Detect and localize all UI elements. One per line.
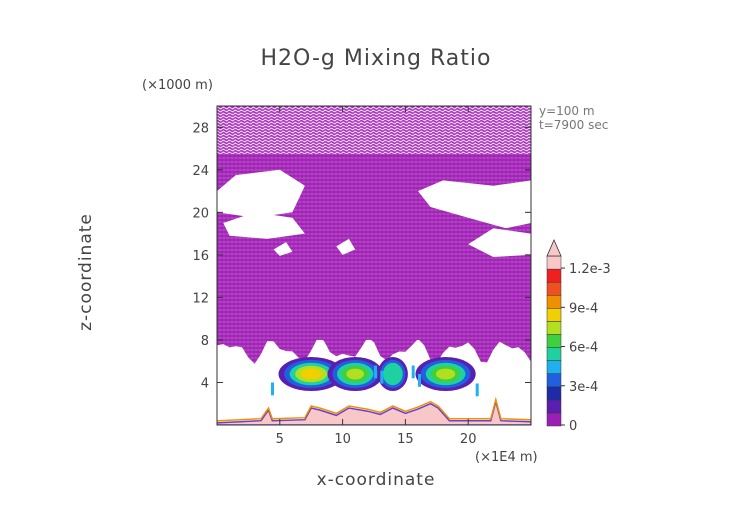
x-axis-unit: (×1E4 m) [475, 450, 538, 465]
moisture-streak [475, 383, 479, 397]
colorbar-label: 6e-4 [569, 341, 598, 356]
terrain-rim [217, 396, 531, 422]
y-tick-label: 8 [201, 334, 209, 349]
y-tick-label: 16 [192, 249, 209, 264]
clear-gap [217, 169, 305, 218]
x-tick-label: 15 [397, 432, 414, 447]
colorbar-swatch [546, 399, 562, 414]
moisture-streak [418, 374, 421, 387]
clear-gap [273, 242, 293, 256]
moisture-contour [436, 368, 456, 380]
moisture-contour [346, 368, 365, 380]
heatmap-field [217, 106, 531, 425]
colorbar-swatch [546, 412, 562, 427]
colorbar-swatch [546, 281, 562, 296]
colorbar-swatch [546, 386, 562, 401]
info-y-position: y=100 m [539, 104, 595, 118]
upper-layer-edge [217, 334, 531, 364]
colorbar-swatch [546, 334, 562, 348]
moisture-streak [380, 370, 384, 384]
chart-title: H2O-g Mixing Ratio [260, 46, 492, 71]
colorbar-arrow [546, 239, 562, 257]
clear-gap [336, 238, 356, 255]
colorbar: 1.2e-3 9e-4 6e-4 3e-4 0 [546, 239, 611, 434]
plot-axes: 5 10 15 20 4 8 12 16 20 24 28 [192, 105, 532, 447]
colorbar-swatch [546, 321, 562, 335]
colorbar-label: 3e-4 [569, 380, 598, 395]
colorbar-swatch [546, 347, 562, 361]
plot-frame [216, 105, 532, 426]
clear-gap [223, 212, 305, 239]
upper-streaks [217, 106, 531, 154]
colorbar-swatch [546, 255, 562, 270]
y-tick-label: 24 [192, 164, 209, 179]
moisture-contour [382, 362, 403, 386]
info-time: t=7900 sec [539, 118, 609, 132]
colorbar-label: 9e-4 [569, 301, 598, 316]
y-tick-label: 20 [192, 206, 209, 221]
x-tick-label: 5 [276, 432, 284, 447]
moisture-streak [271, 382, 274, 396]
colorbar-label: 0 [569, 419, 577, 434]
colorbar-swatch [546, 373, 562, 388]
moisture-streak [374, 365, 377, 379]
colorbar-label: 1.2e-3 [569, 262, 611, 277]
y-tick-label: 12 [192, 291, 209, 306]
x-tick-label: 10 [334, 432, 351, 447]
clear-gap [418, 180, 531, 229]
y-tick-label: 4 [201, 376, 209, 391]
x-tick-label: 20 [460, 432, 477, 447]
moisture-streak [411, 365, 415, 379]
colorbar-swatch [546, 268, 562, 283]
x-axis-label: x-coordinate [316, 470, 436, 490]
y-axis-label: z-coordinate [76, 213, 96, 331]
y-tick-label: 28 [192, 121, 209, 136]
colorbar-swatch [546, 308, 562, 322]
clear-gap [468, 228, 531, 257]
moisture-contour [300, 368, 322, 380]
colorbar-swatch [546, 294, 562, 309]
y-axis-unit: (×1000 m) [142, 78, 213, 93]
colorbar-swatch [546, 360, 562, 374]
